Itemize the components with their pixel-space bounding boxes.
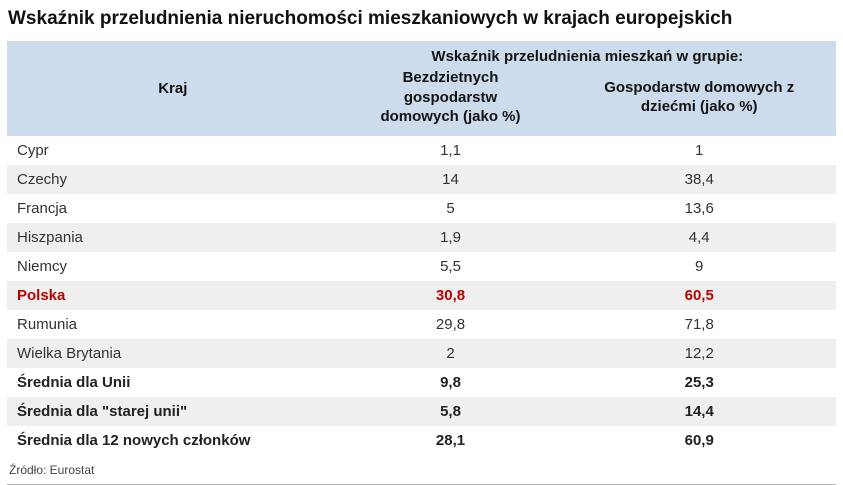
country-cell: Średnia dla Unii	[17, 373, 131, 391]
value-cell-with-children: 4,4	[688, 228, 710, 246]
table-row-summary-eu: Średnia dla Unii 9,8 25,3	[7, 368, 836, 397]
column-header-childless: Bezdzietnych gospodarstw domowych (jako …	[338, 65, 563, 136]
source-note: Źródło: Eurostat	[9, 462, 95, 477]
table-row-summary-old-union: Średnia dla "starej unii" 5,8 14,4	[7, 396, 836, 426]
table-body: Cypr 1,1 1 Czechy 14 38,4 Francja 5 13,6…	[7, 136, 836, 455]
country-cell: Czechy	[17, 170, 68, 188]
value-cell-childless: 5,5	[440, 257, 461, 275]
value-cell-childless: 14	[442, 170, 459, 188]
value-cell-with-children: 12,2	[684, 344, 714, 362]
value-cell-with-children: 60,5	[684, 286, 714, 304]
country-cell: Polska	[17, 286, 66, 304]
value-cell-with-children: 1	[695, 141, 704, 159]
country-cell: Francja	[17, 199, 68, 217]
country-cell: Niemcy	[17, 257, 68, 275]
country-cell: Średnia dla "starej unii"	[17, 402, 188, 420]
value-cell-childless: 1,1	[440, 141, 461, 159]
page-title: Wskaźnik przeludnienia nieruchomości mie…	[8, 8, 733, 29]
value-cell-childless: 5	[446, 199, 455, 217]
column-group-header: Wskaźnik przeludnienia mieszkań w grupie…	[338, 41, 836, 65]
header-row-sub: Bezdzietnych gospodarstw domowych (jako …	[7, 65, 836, 136]
value-cell-with-children: 71,8	[684, 315, 714, 333]
value-cell-childless: 30,8	[435, 286, 466, 304]
country-cell: Hiszpania	[17, 228, 83, 246]
value-cell-with-children: 13,6	[684, 199, 714, 217]
value-cell-childless: 28,1	[435, 431, 466, 449]
table-row-summary-new-members: Średnia dla 12 nowych członków 28,1 60,9	[7, 426, 836, 455]
value-cell-with-children: 14,4	[684, 402, 714, 420]
table-row: Niemcy 5,5 9	[7, 252, 836, 281]
country-cell: Rumunia	[17, 315, 78, 333]
value-cell-childless: 1,9	[440, 228, 461, 246]
table-row: Czechy 14 38,4	[7, 164, 836, 194]
value-cell-with-children: 9	[695, 257, 704, 275]
column-header-kraj: Kraj	[7, 41, 339, 136]
value-cell-childless: 2	[446, 344, 455, 362]
header-row-group: Kraj Wskaźnik przeludnienia mieszkań w g…	[7, 41, 836, 136]
value-cell-childless: 9,8	[440, 373, 461, 391]
column-header-with-children: Gospodarstw domowych z dziećmi (jako %)	[562, 65, 836, 136]
table-row: Wielka Brytania 2 12,2	[7, 338, 836, 368]
table-row: Francja 5 13,6	[7, 194, 836, 223]
overcrowding-table: Kraj Wskaźnik przeludnienia mieszkań w g…	[7, 41, 836, 455]
table-row: Cypr 1,1 1	[7, 136, 836, 165]
value-cell-with-children: 25,3	[684, 373, 714, 391]
table-row-highlighted-polska: Polska 30,8 60,5	[7, 280, 836, 310]
bottom-divider	[7, 483, 836, 485]
country-cell: Cypr	[17, 141, 49, 159]
value-cell-with-children: 60,9	[684, 431, 714, 449]
value-cell-childless: 29,8	[435, 315, 466, 333]
value-cell-childless: 5,8	[440, 402, 461, 420]
country-cell: Wielka Brytania	[17, 344, 122, 362]
value-cell-with-children: 38,4	[684, 170, 714, 188]
table-row: Hiszpania 1,9 4,4	[7, 222, 836, 252]
table-row: Rumunia 29,8 71,8	[7, 310, 836, 339]
table-header: Kraj Wskaźnik przeludnienia mieszkań w g…	[7, 41, 836, 136]
country-cell: Średnia dla 12 nowych członków	[17, 431, 251, 449]
